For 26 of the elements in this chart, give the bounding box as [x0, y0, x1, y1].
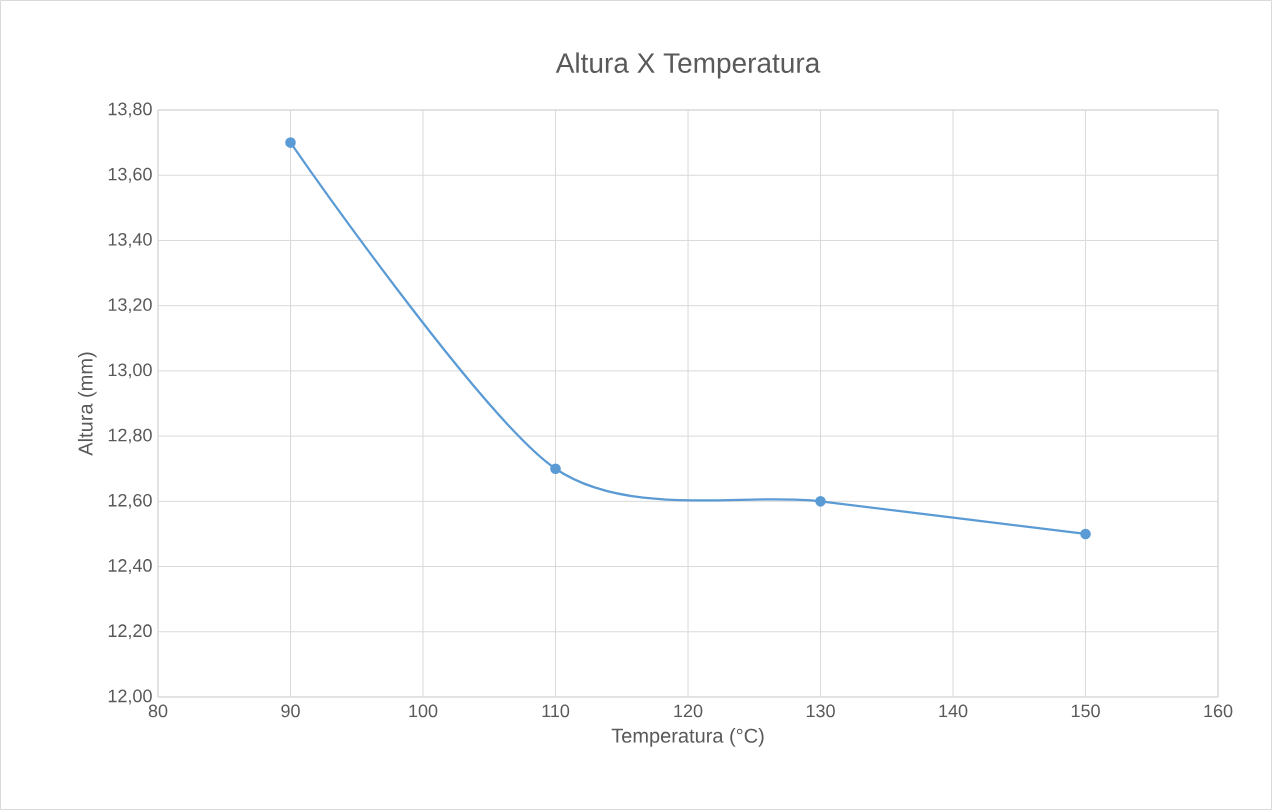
x-tick-label: 120: [674, 704, 703, 718]
y-tick-label: 12,40: [108, 559, 152, 574]
y-tick-label: 12,20: [108, 624, 152, 640]
x-tick-label: 90: [281, 704, 300, 718]
y-tick-label: 12,80: [108, 428, 152, 444]
x-tick-label: 130: [806, 704, 835, 718]
x-tick-label: 140: [939, 704, 968, 718]
y-tick-label: 13,40: [108, 233, 152, 248]
y-tick-label: 12,00: [108, 689, 152, 705]
point: [815, 496, 826, 507]
x-tick-label: 80: [148, 704, 168, 718]
y-tick-label: 13,80: [108, 102, 152, 118]
point: [1080, 528, 1091, 540]
chart-title: Altura X Temperatura: [555, 52, 821, 79]
y-tick-label: 13,60: [108, 167, 152, 183]
x-tick-label: 160: [1204, 704, 1233, 718]
point: [550, 463, 561, 475]
y-tick-label: 12,60: [108, 493, 152, 509]
y-tick-label: 13,00: [108, 363, 152, 379]
x-axis-title: Temperatura (°C): [611, 728, 764, 747]
x-tick-label: 110: [542, 704, 570, 718]
y-axis-title: Altura (mm): [77, 352, 97, 456]
point: [285, 137, 296, 148]
y-tick-label: 13,20: [108, 298, 152, 314]
x-tick-label: 100: [409, 704, 438, 718]
x-tick-label: 150: [1071, 704, 1100, 718]
